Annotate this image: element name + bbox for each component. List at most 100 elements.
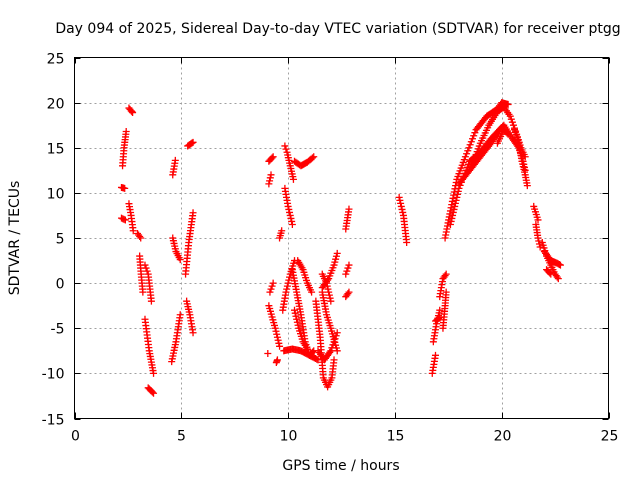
data-points	[117, 99, 564, 397]
series-arc15	[182, 209, 197, 278]
series-arc12	[169, 234, 184, 264]
data-point	[464, 160, 472, 168]
data-point	[284, 279, 292, 287]
data-point	[447, 217, 455, 225]
data-point	[271, 324, 279, 332]
data-point	[523, 182, 531, 190]
data-point	[308, 288, 316, 296]
data-point	[284, 202, 292, 210]
data-point	[325, 288, 333, 296]
data-point	[310, 153, 318, 161]
data-point	[463, 150, 471, 158]
data-point	[276, 342, 284, 350]
data-point	[291, 309, 299, 317]
y-tick-label: 15	[47, 142, 65, 158]
data-point	[288, 217, 296, 225]
data-point	[509, 121, 517, 129]
data-point	[508, 118, 516, 126]
data-point	[436, 306, 444, 314]
series-arc32	[312, 297, 338, 391]
series-arc31	[294, 257, 316, 296]
data-point	[189, 329, 197, 337]
data-point	[141, 261, 149, 269]
data-point	[330, 356, 338, 364]
data-point	[556, 261, 564, 269]
series-arc41	[428, 351, 439, 377]
data-point	[343, 267, 351, 275]
series-arc11	[169, 156, 179, 179]
data-point	[333, 249, 341, 257]
y-tick-label: 5	[56, 232, 65, 248]
data-point	[266, 177, 274, 185]
series-arc01	[119, 128, 130, 170]
data-point	[442, 270, 450, 278]
data-point	[122, 128, 130, 136]
data-point	[171, 156, 179, 164]
data-point	[269, 279, 277, 287]
data-point	[266, 288, 274, 296]
data-point	[267, 171, 275, 179]
data-point	[324, 285, 332, 293]
data-point	[268, 154, 276, 162]
data-point	[344, 290, 352, 298]
data-point	[507, 115, 515, 123]
data-point	[128, 108, 136, 116]
chart-title: Day 094 of 2025, Sidereal Day-to-day VTE…	[55, 21, 620, 37]
data-point	[286, 211, 294, 219]
series-arc55	[540, 248, 564, 269]
data-point	[454, 190, 462, 198]
data-point	[431, 351, 439, 359]
series-arc08	[141, 261, 155, 305]
y-tick-label: -15	[42, 413, 65, 429]
data-point	[293, 315, 301, 323]
data-point	[292, 312, 300, 320]
series-arc44	[439, 288, 450, 332]
series-arc30	[280, 345, 322, 364]
series-arc09	[141, 315, 158, 377]
data-point	[283, 282, 291, 290]
data-point	[148, 388, 156, 396]
data-point	[333, 347, 341, 355]
data-point	[150, 369, 158, 377]
data-point	[323, 279, 331, 287]
data-point	[399, 208, 407, 216]
data-point	[465, 144, 473, 152]
series-arc17	[264, 350, 272, 358]
data-point	[266, 174, 274, 182]
data-point	[534, 216, 542, 224]
series-arc24	[281, 142, 297, 183]
data-point	[274, 336, 282, 344]
data-point	[345, 205, 353, 213]
data-point	[287, 214, 295, 222]
series-arc43	[436, 270, 450, 301]
data-point	[188, 139, 196, 147]
data-point	[506, 112, 514, 120]
data-point	[129, 109, 137, 117]
y-tick-label: -5	[51, 322, 65, 338]
data-point	[282, 288, 290, 296]
data-point	[470, 132, 478, 140]
series-arc50	[493, 126, 512, 147]
data-point	[397, 202, 405, 210]
y-axis-label: SDTVAR / TECUs	[7, 181, 23, 296]
series-arc16	[183, 297, 197, 337]
data-point	[326, 294, 334, 302]
data-point	[278, 227, 286, 235]
data-point	[282, 145, 290, 153]
data-point	[268, 282, 276, 290]
data-point	[275, 339, 283, 347]
series-arc33	[314, 329, 341, 364]
data-point	[327, 297, 335, 305]
series-arc46	[441, 99, 512, 242]
data-point	[344, 264, 352, 272]
data-point	[397, 199, 405, 207]
data-point	[189, 209, 197, 217]
series-arc36	[318, 270, 335, 305]
y-tick-labels: -15 -10 -5 0 5 10 15 20 25	[42, 52, 65, 429]
series-arc04	[117, 214, 129, 224]
series-arc25	[281, 184, 296, 228]
series-arc45	[431, 313, 444, 325]
data-point	[333, 329, 341, 337]
data-point	[546, 269, 554, 277]
